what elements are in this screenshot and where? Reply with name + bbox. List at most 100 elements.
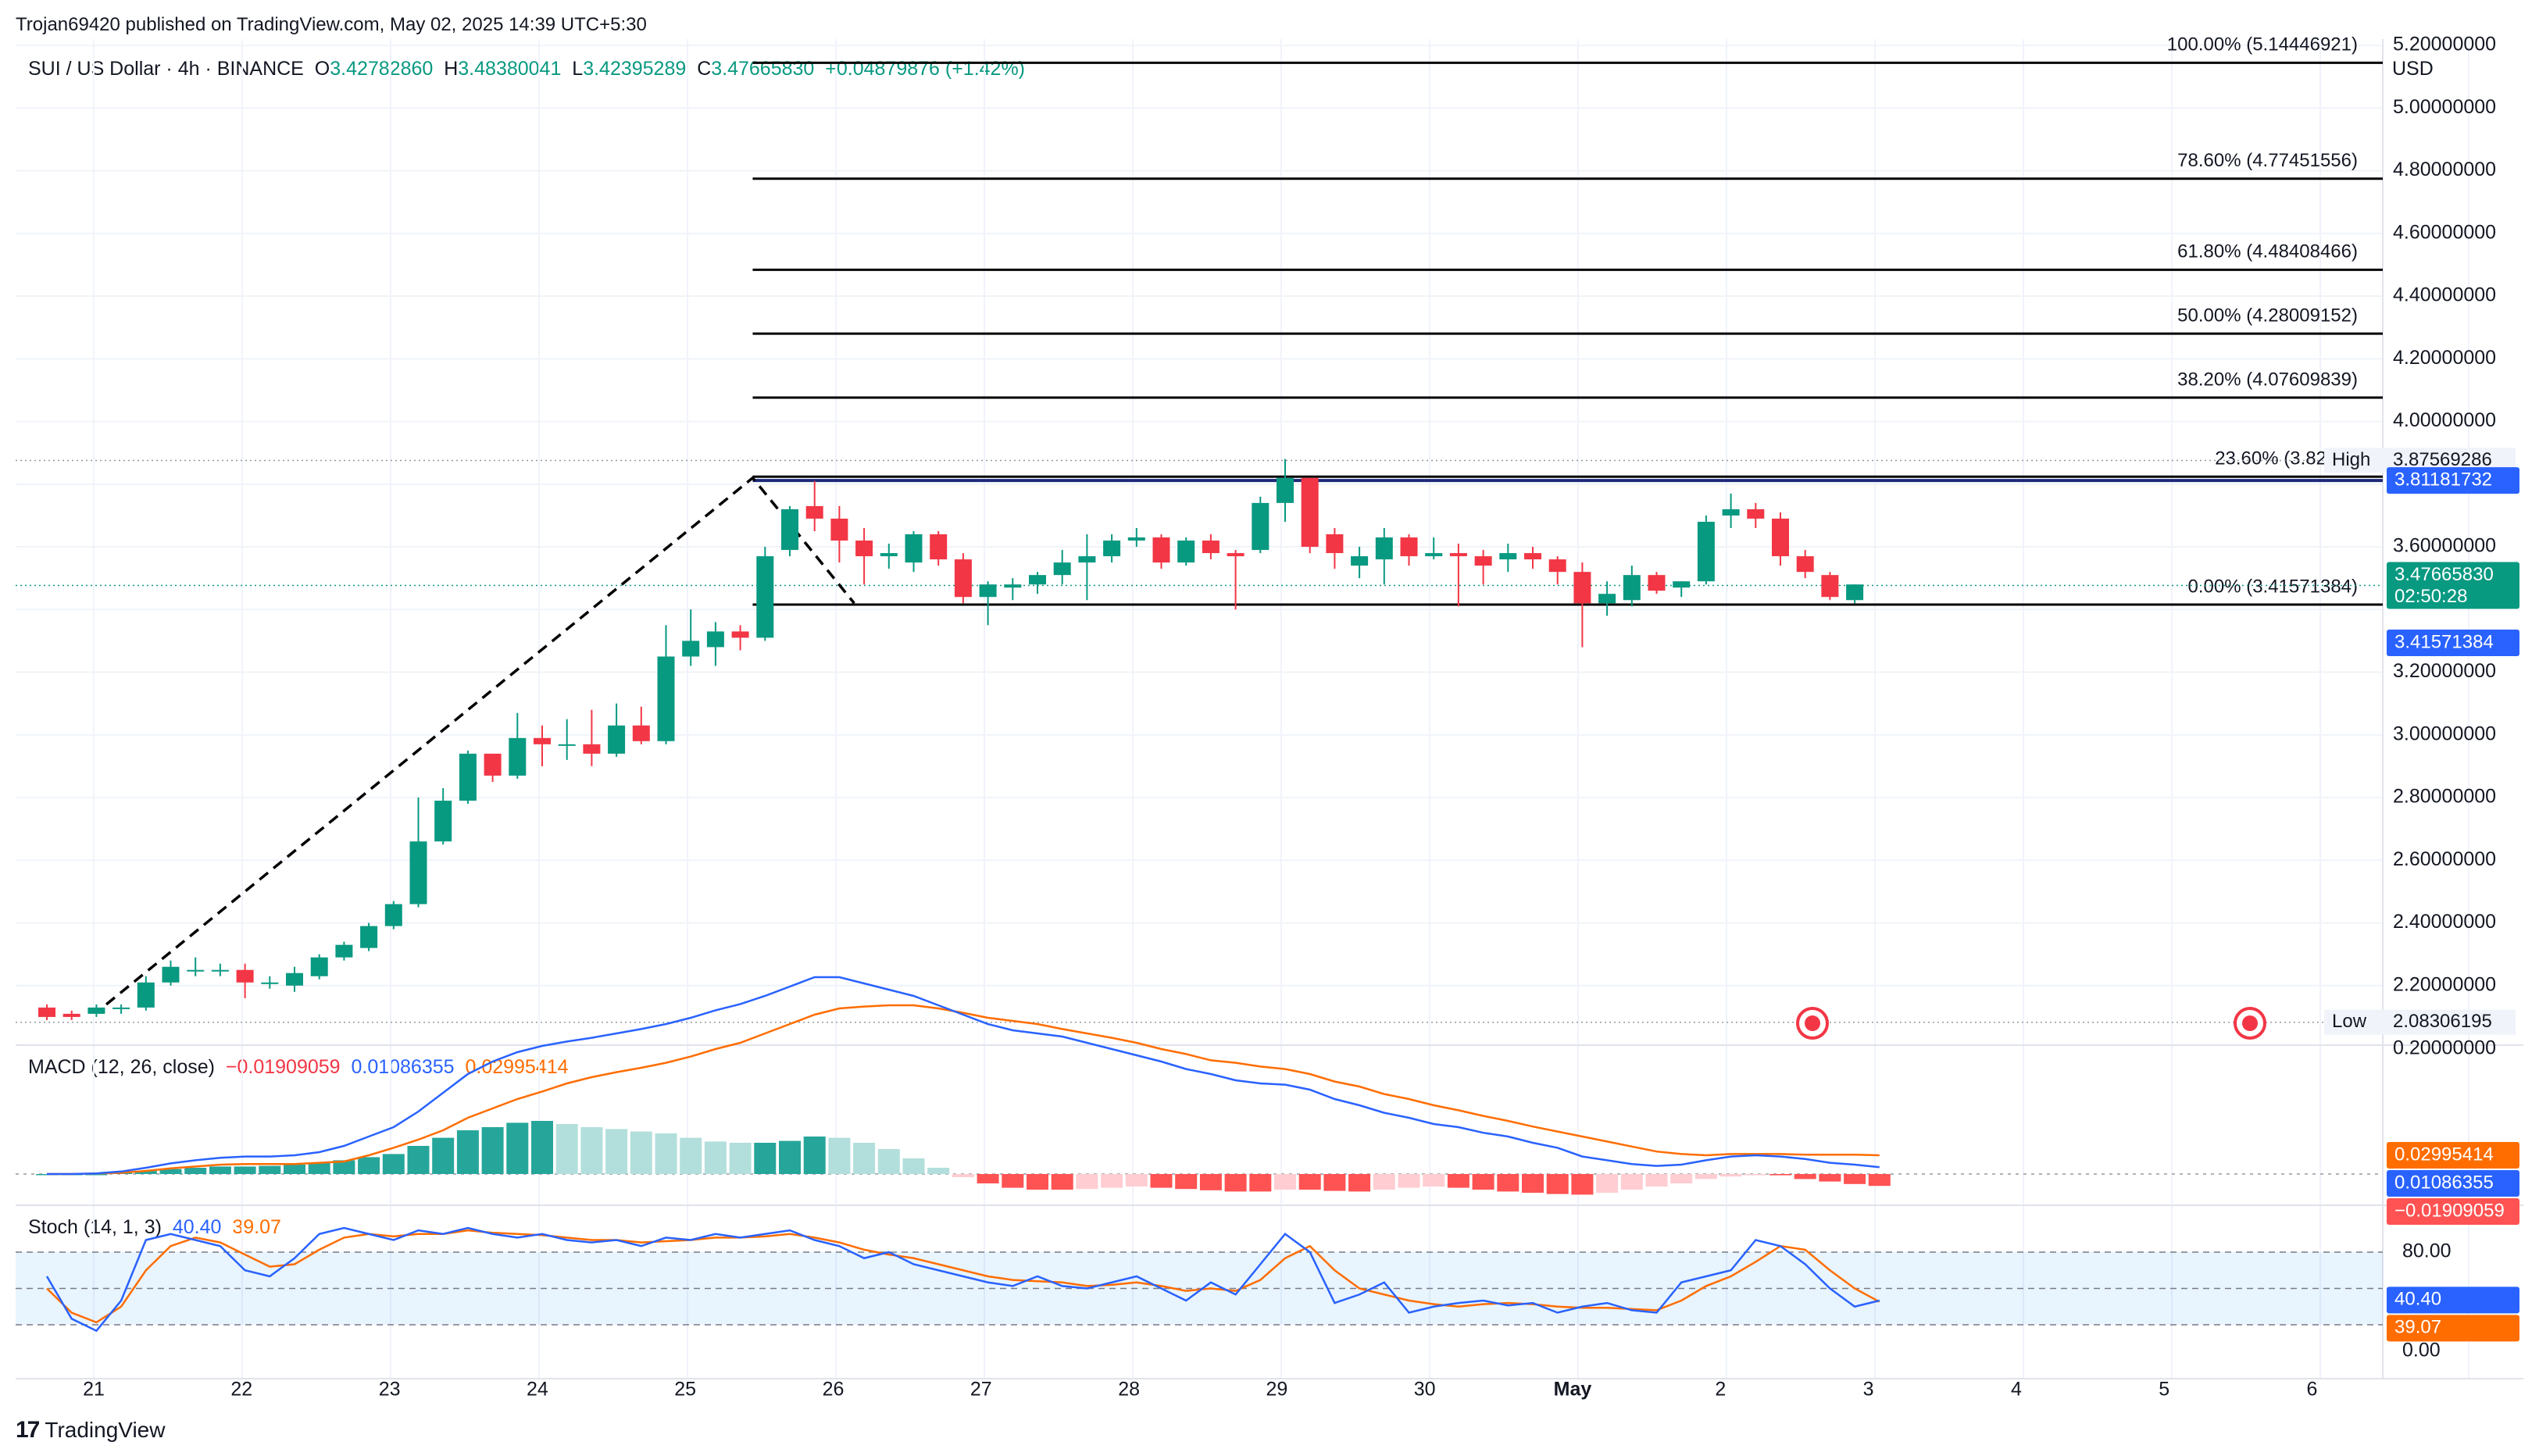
- candle-body: [1177, 541, 1195, 563]
- candle-body: [187, 969, 205, 972]
- macd-histogram-bar: [729, 1143, 752, 1174]
- time-axis-label: 24: [527, 1379, 548, 1401]
- time-axis-label: 26: [823, 1379, 845, 1401]
- macd-histogram-bar: [1249, 1174, 1272, 1192]
- candle-body: [1425, 553, 1443, 557]
- macd-histogram-bar: [1199, 1174, 1222, 1190]
- candle-body: [261, 982, 279, 984]
- macd-histogram-bar: [1596, 1174, 1619, 1193]
- macd-histogram-bar: [358, 1157, 380, 1174]
- macd-histogram-bar: [1348, 1174, 1371, 1192]
- candle-body: [87, 1007, 105, 1014]
- close-value: 3.47665830: [711, 58, 815, 80]
- macd-histogram-bar: [1027, 1174, 1048, 1190]
- macd-histogram-bar: [1868, 1174, 1891, 1187]
- stoch-axis-label: 0.00: [2402, 1340, 2441, 1361]
- currency-label[interactable]: USD: [2392, 58, 2434, 80]
- candle-body: [1598, 594, 1616, 604]
- macd-histogram-bar: [580, 1127, 603, 1174]
- candle-body: [608, 725, 626, 754]
- candle-body: [1648, 575, 1666, 591]
- change-value: +0.04879876 (+1.42%): [825, 58, 1026, 80]
- stoch-legend[interactable]: Stoch (14, 1, 3) 40.40 39.07: [28, 1216, 281, 1239]
- macd-histogram-bar: [1002, 1174, 1024, 1188]
- macd-histogram-bar: [1076, 1174, 1098, 1190]
- macd-axis-label: 0.20000000: [2393, 1037, 2496, 1059]
- macd-histogram-bar: [1472, 1174, 1494, 1190]
- symbol-legend: SUI / US Dollar · 4h · BINANCE O3.427828…: [28, 58, 1025, 80]
- candle-body: [434, 801, 452, 842]
- macd-histogram-bar: [1175, 1174, 1198, 1190]
- candle-body: [805, 505, 823, 519]
- macd-histogram-bar: [85, 1174, 108, 1176]
- candle-body: [583, 744, 601, 754]
- candle-body: [979, 584, 997, 598]
- low-value: 3.42395289: [583, 58, 687, 80]
- candle-body: [162, 966, 180, 983]
- high-value: 3.87569286: [2393, 449, 2492, 470]
- macd-histogram-bar: [259, 1165, 281, 1174]
- time-axis-label: 3: [1863, 1379, 1874, 1401]
- candle-body: [384, 904, 402, 926]
- fib-zero-badge-bg: [2387, 630, 2519, 657]
- macd-histogram-bar: [704, 1141, 727, 1174]
- candle-body: [1623, 575, 1641, 601]
- macd-histogram-bar: [1323, 1174, 1346, 1191]
- candle-body: [1722, 509, 1740, 516]
- macd-histogram-bar: [1150, 1174, 1173, 1188]
- candle-body: [1351, 556, 1369, 566]
- publisher-header: Trojan69420 published on TradingView.com…: [16, 14, 647, 35]
- macd-histogram-bar: [1794, 1174, 1816, 1179]
- candle-body: [1772, 518, 1789, 557]
- time-axis-label: 5: [2159, 1379, 2169, 1401]
- candle-body: [1202, 541, 1220, 554]
- last-price-badge: 02:50:28: [2394, 586, 2467, 607]
- macd-histogram-bar: [828, 1137, 851, 1174]
- time-axis-label: 2: [1715, 1379, 1726, 1401]
- candle-body: [1697, 521, 1715, 582]
- candle-body: [62, 1013, 80, 1017]
- candle-body: [1127, 537, 1145, 541]
- macd-histogram-bar: [481, 1127, 504, 1174]
- stoch-k-line: [45, 1226, 1880, 1333]
- high-label: High: [2332, 449, 2370, 470]
- macd-histogram-bar: [655, 1133, 677, 1174]
- stoch-k-value: 40.40: [172, 1216, 222, 1238]
- macd-histogram-bar: [779, 1140, 801, 1174]
- low-label: Low: [2332, 1011, 2367, 1032]
- low-value: 2.08306195: [2393, 1011, 2492, 1032]
- stoch-k-badge-bg: [2387, 1286, 2519, 1314]
- macd-histogram-bar: [1670, 1174, 1693, 1183]
- price-axis-label: 2.20000000: [2393, 973, 2496, 995]
- time-axis-label: 30: [1414, 1379, 1436, 1401]
- time-axis-label: 27: [970, 1379, 992, 1401]
- macd-histogram-bar: [630, 1131, 652, 1174]
- tradingview-brand[interactable]: 17 TradingView: [16, 1417, 165, 1444]
- macd-legend[interactable]: MACD (12, 26, close) −0.01909059 0.01086…: [28, 1056, 569, 1079]
- macd-title: MACD (12, 26, close): [28, 1056, 215, 1078]
- candle-body: [335, 944, 353, 958]
- candle-body: [880, 553, 898, 557]
- candle-body: [236, 969, 254, 983]
- candle-body: [855, 541, 873, 557]
- candle-body: [781, 509, 798, 551]
- macd-histogram-bar: [308, 1162, 330, 1174]
- price-axis-label: 5.00000000: [2393, 96, 2496, 118]
- candle-body: [657, 656, 675, 741]
- macd-histogram-bar: [1274, 1174, 1296, 1190]
- high-value: 3.48380041: [458, 58, 562, 80]
- hline-badge-bg: [2387, 467, 2519, 494]
- candle-body: [1227, 553, 1245, 557]
- candle-body: [1573, 572, 1591, 604]
- macd-histogram-bar: [605, 1129, 628, 1174]
- stoch-d-line: [46, 1229, 1880, 1324]
- open-value: 3.42782860: [330, 58, 434, 80]
- price-axis-label: 2.60000000: [2393, 848, 2496, 870]
- symbol-title[interactable]: SUI / US Dollar · 4h · BINANCE: [28, 58, 304, 80]
- candle-body: [484, 753, 502, 776]
- candle-body: [1029, 575, 1046, 585]
- macd-histogram-bar: [456, 1130, 479, 1174]
- candle-body: [1474, 556, 1492, 566]
- macd-histogram-bar: [1645, 1174, 1668, 1187]
